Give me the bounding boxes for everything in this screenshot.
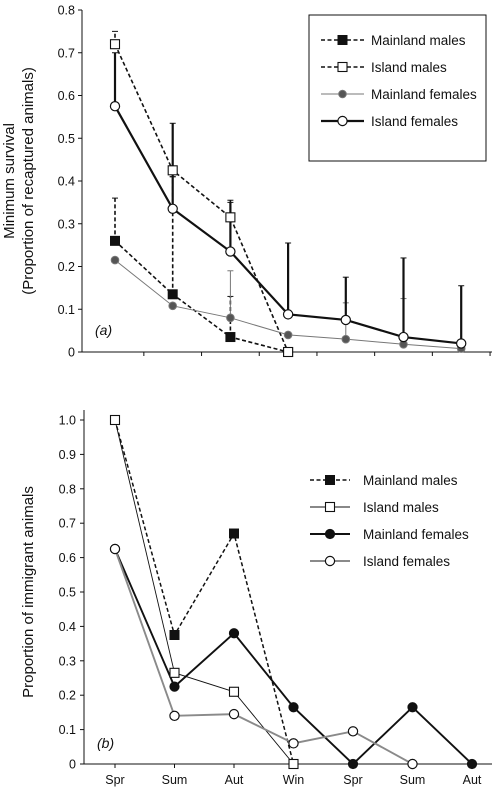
- data-point-island-females: [340, 314, 351, 326]
- data-point-mainland-females: [283, 330, 293, 340]
- data-point-island-males: [228, 686, 240, 697]
- data-point-mainland-females: [169, 681, 180, 692]
- y-tick-label-a: 0.5: [58, 132, 75, 146]
- y-axis-label-a-line1: Minimum survival: [1, 123, 18, 239]
- data-point-island-males: [109, 39, 121, 50]
- y-axis-label-a-line2: (Proportion of recaptured animals): [20, 67, 37, 295]
- y-tick-label-b: 0.1: [59, 723, 76, 737]
- data-point-island-males: [283, 346, 294, 358]
- y-tick-label-b: 0.4: [59, 620, 76, 634]
- y-tick-label-a: 0: [68, 346, 75, 360]
- legend-marker-mainland-males: [325, 475, 335, 485]
- data-point-island-females: [407, 758, 418, 770]
- data-point-mainland-females: [347, 758, 359, 770]
- legend-label-island-males: Island males: [363, 500, 439, 515]
- y-tick-label-a: 0.3: [58, 217, 75, 231]
- legend-label-island-males: Island males: [371, 60, 447, 75]
- y-tick-label-b: 0.5: [59, 586, 76, 600]
- y-tick-label-b: 0: [69, 758, 76, 772]
- y-tick-label-b: 0.7: [59, 517, 76, 531]
- y-tick-label-b: 0.3: [59, 654, 76, 668]
- y-tick-label-b: 0.6: [59, 551, 76, 565]
- legend-marker-mainland-females: [338, 89, 347, 99]
- data-point-island-females: [456, 338, 467, 349]
- series-line-mainland-males: [114, 419, 295, 765]
- y-tick-label-a: 0.2: [58, 260, 75, 274]
- y-tick-label-a: 0.4: [58, 175, 75, 189]
- data-point-mainland-females: [228, 628, 240, 639]
- legend-marker-mainland-males: [337, 35, 348, 45]
- legend-marker-island-females: [337, 115, 348, 127]
- y-tick-label-b: 0.9: [59, 448, 76, 462]
- x-tick-label-b: Aut: [225, 773, 244, 787]
- series-line-island-males: [114, 419, 294, 765]
- y-tick-label-b: 0.8: [59, 482, 76, 496]
- data-point-mainland-males: [229, 528, 239, 539]
- data-point-island-females: [347, 726, 359, 737]
- data-point-mainland-females: [288, 702, 299, 713]
- legend-label-mainland-males: Mainland males: [363, 473, 458, 488]
- data-point-mainland-females: [407, 702, 418, 713]
- data-point-island-males: [169, 667, 180, 678]
- x-tick-label-b: Aut: [463, 773, 482, 787]
- data-point-mainland-females: [226, 313, 235, 323]
- legend-label-island-females: Island females: [363, 554, 450, 569]
- data-point-mainland-females: [168, 301, 177, 311]
- legend-label-mainland-females: Mainland females: [363, 527, 469, 542]
- legend-label-mainland-males: Mainland males: [371, 33, 466, 48]
- y-tick-label-b: 1.0: [59, 414, 76, 428]
- legend-marker-mainland-females: [324, 528, 336, 540]
- y-tick-label-a: 0.1: [58, 303, 75, 317]
- data-point-island-females: [109, 543, 121, 555]
- legend-marker-island-females: [324, 555, 336, 567]
- data-point-island-females: [282, 309, 294, 320]
- x-tick-label-b: Spr: [343, 773, 362, 787]
- legend-label-mainland-females: Mainland females: [371, 87, 477, 102]
- x-tick-label-b: Sum: [400, 773, 426, 787]
- panel-b: 0 0.1 0.2 0.3 0.4 0.5 0.6 0.7 0.8 0.9 1.0 Spr Sum Aut…: [20, 410, 492, 787]
- series-line-island-males: [114, 43, 289, 353]
- y-axis-label-b: Proportion of immigrant animals: [20, 486, 37, 698]
- data-point-mainland-females: [466, 758, 478, 770]
- data-point-mainland-males: [167, 289, 178, 300]
- legend-marker-island-males: [337, 61, 348, 73]
- y-tick-label-b: 0.2: [59, 689, 76, 703]
- legend-marker-island-males: [324, 501, 336, 513]
- x-tick-label-b: Sum: [162, 773, 188, 787]
- legend-b: Mainland males Island males Mainland femal…: [310, 473, 469, 569]
- series-line-mainland-males: [114, 240, 289, 353]
- data-point-island-females: [169, 710, 180, 722]
- panel-label-b: (b): [97, 735, 114, 751]
- data-point-mainland-females: [341, 334, 351, 344]
- data-point-island-males: [225, 212, 236, 223]
- data-point-mainland-males: [169, 630, 180, 640]
- legend-label-island-females: Island females: [371, 114, 458, 129]
- data-point-island-females: [225, 246, 236, 257]
- data-point-island-females: [288, 738, 299, 749]
- data-point-mainland-males: [110, 235, 120, 246]
- data-point-mainland-males: [225, 332, 236, 343]
- x-tick-label-b: Win: [283, 773, 305, 787]
- panel-a: 0 0.1 0.2 0.3 0.4 0.5 0.6 0.7 0.8 Minimum surviva…: [1, 4, 492, 360]
- data-point-island-females: [167, 203, 178, 214]
- x-tick-label-b: Spr: [105, 773, 124, 787]
- y-tick-label-a: 0.8: [58, 4, 75, 18]
- data-point-island-females: [398, 331, 409, 343]
- series-line-island-females: [114, 548, 413, 765]
- data-point-mainland-females: [110, 255, 120, 265]
- data-point-island-females: [228, 708, 240, 720]
- data-point-island-males: [288, 758, 299, 770]
- data-point-island-males: [167, 165, 178, 176]
- data-point-island-males: [109, 414, 121, 426]
- y-tick-label-a: 0.6: [58, 89, 75, 103]
- series-line-mainland-females: [114, 548, 473, 766]
- panel-label-a: (a): [95, 322, 112, 338]
- legend-a: Mainland males Island males Mainland femal…: [308, 14, 487, 162]
- data-point-island-females: [109, 100, 121, 112]
- y-tick-label-a: 0.7: [58, 46, 75, 60]
